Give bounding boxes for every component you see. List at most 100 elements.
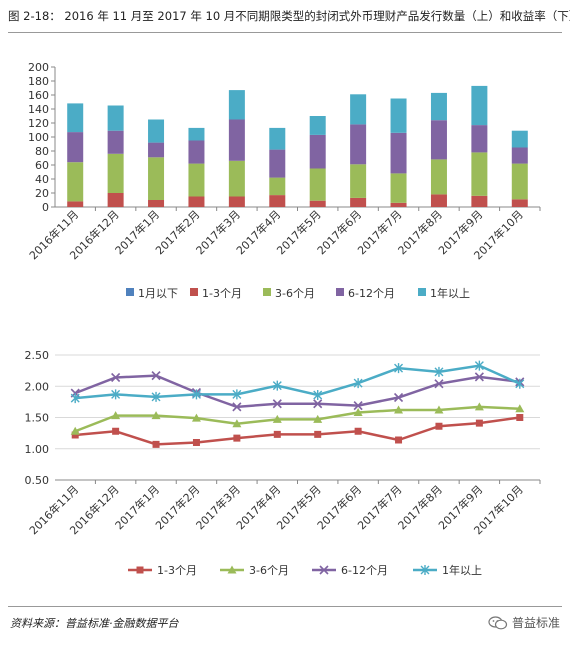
bar-segment: [269, 195, 286, 207]
y-tick-label: 140: [28, 103, 49, 116]
gridlines: [55, 354, 540, 450]
legend-label: 6-12个月: [341, 564, 388, 577]
data-point: [313, 390, 323, 400]
x-axis-labels: 2016年11月2016年12月2017年1月2017年2月2017年3月201…: [26, 207, 541, 262]
bar-segment: [228, 160, 245, 197]
data-point: [515, 378, 525, 389]
legend-swatch: [190, 288, 198, 296]
series-line: [75, 416, 520, 446]
bar-segment: [67, 201, 84, 207]
data-point: [434, 379, 444, 389]
bar-segment: [471, 152, 488, 196]
data-point: [151, 391, 161, 402]
legend-label: 1-3个月: [202, 287, 242, 300]
bar-segment: [390, 202, 407, 207]
data-point: [136, 566, 144, 574]
bar-segment: [511, 199, 528, 207]
data-point: [111, 372, 121, 383]
bar-segment: [148, 142, 165, 158]
bar-segment: [188, 196, 205, 207]
bar-segment: [107, 105, 124, 131]
bar-segment: [107, 153, 124, 193]
data-point: [314, 430, 322, 438]
series-line: [74, 405, 520, 433]
legend-swatch: [336, 288, 344, 296]
data-point: [435, 422, 443, 430]
bar-segment: [188, 163, 205, 197]
y-tick-label: 200: [28, 61, 49, 74]
y-tick-label: 40: [35, 173, 49, 186]
bar-segment: [430, 194, 447, 207]
data-point: [313, 414, 323, 423]
legend-label: 1年以上: [430, 286, 470, 300]
bar-segment: [148, 119, 165, 143]
data-point: [227, 565, 237, 574]
data-point: [71, 431, 79, 439]
bar-segment: [430, 92, 447, 121]
bar-segment: [269, 149, 286, 178]
bar-segment: [390, 98, 407, 133]
data-point: [393, 392, 404, 403]
data-point: [272, 399, 282, 409]
y-tick-label: 2.00: [25, 380, 50, 393]
y-tick-label: 180: [28, 75, 49, 88]
data-point: [394, 405, 404, 414]
bar-segment: [67, 162, 84, 202]
bar-segment: [309, 116, 326, 135]
bar-segment: [188, 140, 205, 164]
y-tick-label: 2.50: [25, 349, 50, 362]
bar-segment: [228, 119, 245, 161]
watermark: 普益标准: [488, 614, 560, 631]
y-tick-label: 60: [35, 159, 49, 172]
bar-segment: [471, 85, 488, 126]
legend-swatch: [126, 288, 134, 296]
bar-plot-area: [67, 85, 528, 207]
bar-segment: [350, 164, 367, 198]
data-point: [434, 405, 444, 414]
data-point: [516, 414, 524, 421]
data-point: [111, 389, 121, 400]
legend-swatch: [263, 288, 271, 296]
data-point: [474, 402, 484, 411]
bar-segment: [390, 132, 407, 174]
bar-segment: [228, 90, 245, 120]
y-tick-label: 20: [35, 187, 49, 200]
data-point: [420, 565, 430, 575]
data-point: [273, 430, 281, 438]
data-point: [272, 380, 282, 391]
y-tick-label: 0: [42, 201, 49, 214]
data-point: [192, 439, 200, 446]
title-divider: [8, 32, 562, 33]
bar-segment: [511, 130, 528, 148]
data-point: [152, 440, 160, 448]
y-tick-label: 1.50: [25, 412, 50, 425]
data-point: [353, 378, 363, 389]
data-point: [272, 414, 282, 423]
data-point: [151, 411, 161, 420]
bar-segment: [269, 177, 286, 196]
data-point: [191, 413, 201, 422]
bar-segment: [309, 200, 326, 207]
bar-segment: [228, 196, 245, 207]
yield-line-chart: 0.50 1.00 1.50 2.00 2.50 2016年11月2016年12月201…: [25, 349, 541, 577]
y-tick-label: 100: [28, 131, 49, 144]
bar-segment: [350, 197, 367, 207]
bar-segment: [67, 132, 84, 163]
data-point: [233, 434, 241, 442]
legend-label: 1月以下: [138, 287, 178, 300]
data-point: [232, 402, 242, 412]
data-point: [232, 419, 242, 428]
x-axis-labels: 2016年11月2016年12月2017年1月2017年2月2017年3月201…: [26, 480, 541, 537]
data-point: [353, 408, 363, 416]
source-divider: [8, 606, 562, 607]
series-line: [74, 374, 520, 409]
y-tick-label: 160: [28, 89, 49, 102]
bar-segment: [390, 173, 407, 203]
bar-segment: [350, 124, 367, 165]
series-line: [75, 364, 521, 400]
bar-segment: [350, 94, 367, 125]
bar-segment: [67, 103, 84, 133]
data-point: [474, 372, 484, 382]
